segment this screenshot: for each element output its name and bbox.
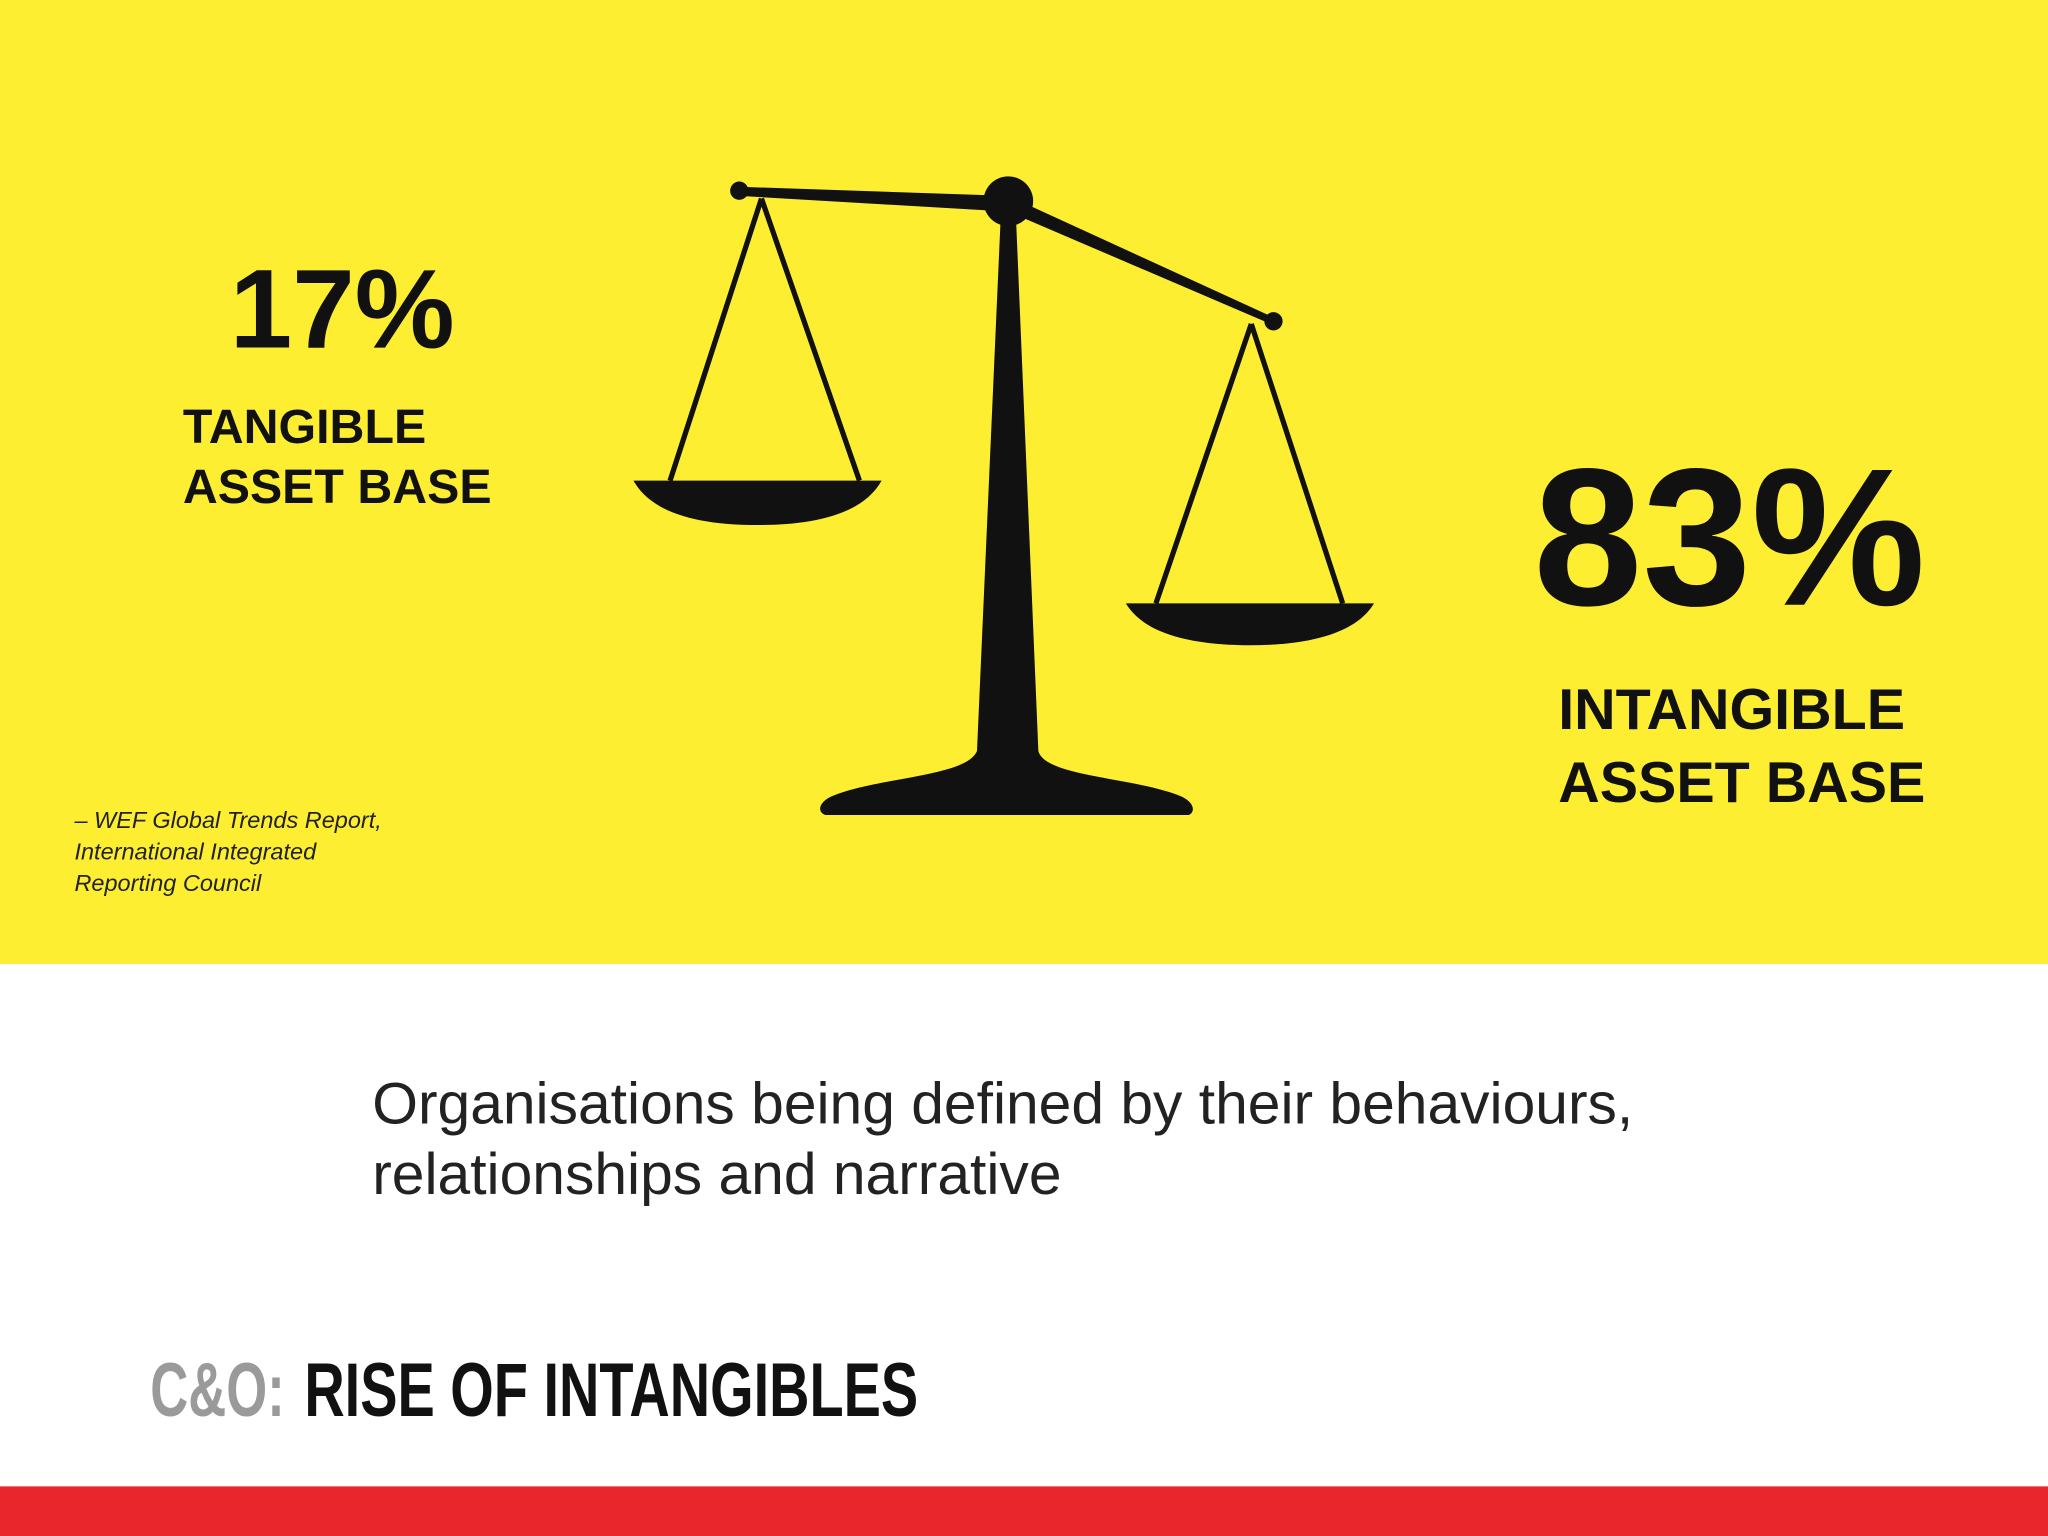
- stat-value: 83%: [1533, 428, 1925, 647]
- stat-label: ASSET BASE: [1558, 751, 1925, 815]
- scale-icon: [633, 176, 1375, 816]
- stat-value: 17%: [230, 245, 455, 371]
- footer-prefix: C&O:: [150, 1348, 285, 1433]
- source-line: International Integrated: [74, 838, 317, 864]
- statement-line: relationships and narrative: [372, 1142, 1061, 1207]
- stat-label: ASSET BASE: [183, 460, 492, 514]
- footer-title: RISE OF INTANGIBLES: [304, 1348, 918, 1433]
- statement-line: Organisations being defined by their beh…: [372, 1071, 1633, 1136]
- source-line: – WEF Global Trends Report,: [73, 807, 381, 833]
- stat-label: TANGIBLE: [183, 400, 426, 454]
- source-line: Reporting Council: [74, 870, 262, 896]
- red-bar: [0, 1486, 2048, 1536]
- stat-label: INTANGIBLE: [1558, 678, 1905, 742]
